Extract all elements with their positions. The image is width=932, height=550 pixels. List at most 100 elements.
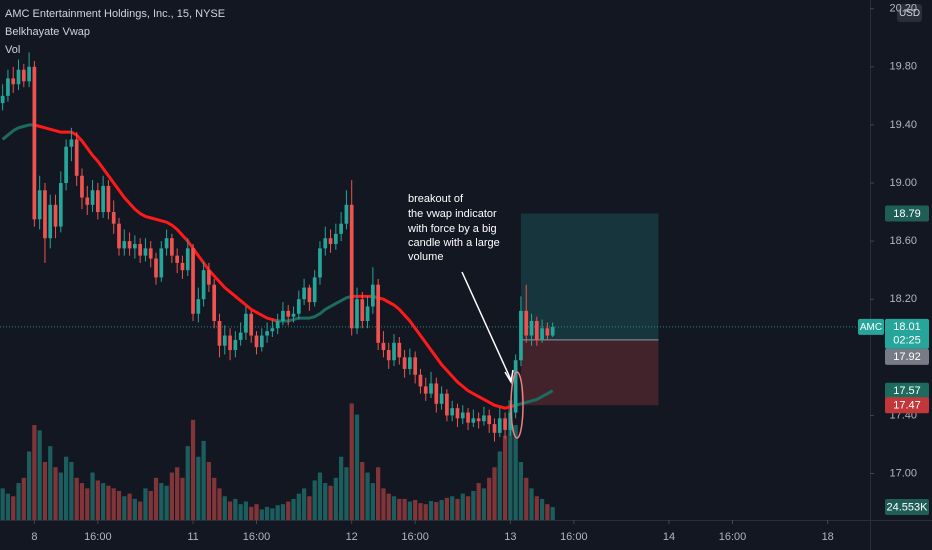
candle-body <box>143 248 148 256</box>
last-price-label: 18.01 <box>893 321 921 333</box>
volume-bar <box>545 504 550 520</box>
vwap-line <box>377 296 517 410</box>
y-tick-label: 17.00 <box>889 467 917 479</box>
volume-bar <box>508 400 513 520</box>
x-tick-label: 11 <box>187 531 198 543</box>
symbol-label: AMC <box>860 322 882 333</box>
candle-body <box>238 332 243 340</box>
volume-bar <box>58 472 63 520</box>
candle-body <box>117 223 121 249</box>
candle-body <box>6 78 10 96</box>
y-tick-label: 19.40 <box>889 119 917 131</box>
volume-bar <box>180 477 185 520</box>
candle-body <box>302 287 306 300</box>
x-tick-label: 16:00 <box>719 531 747 543</box>
volume-bar <box>222 496 227 520</box>
candle-body <box>434 383 439 404</box>
volume-bar <box>264 506 270 520</box>
candle-body <box>365 306 370 322</box>
volume-bar <box>550 507 555 520</box>
volume-bar <box>386 493 391 520</box>
volume-bar <box>0 488 5 520</box>
x-tick-label: 16:00 <box>243 531 271 543</box>
volume-bar <box>291 498 296 520</box>
candle-body <box>423 386 428 394</box>
annotation-line: breakout of <box>408 193 464 205</box>
volume-bar <box>423 504 428 520</box>
volume-bar <box>48 446 53 520</box>
candle-body <box>101 185 105 213</box>
volume-bar <box>529 488 534 520</box>
candle-body <box>429 383 433 394</box>
candle-body <box>196 299 201 314</box>
candle-body <box>355 299 359 329</box>
volume-bar <box>185 446 190 520</box>
volume-bar <box>212 477 217 520</box>
candle-body <box>487 415 492 425</box>
candle-body <box>307 287 312 303</box>
volume-bar <box>413 499 418 520</box>
volume-bar <box>312 480 317 520</box>
entry-badge <box>885 348 929 365</box>
volume-bar <box>159 483 164 520</box>
vwap-line <box>33 123 279 323</box>
currency: USD <box>899 8 920 19</box>
candle-body <box>545 328 550 336</box>
x-tick-label: 12 <box>346 531 358 543</box>
candle-body <box>281 310 285 322</box>
candle-body <box>529 321 534 336</box>
y-tick-label: 18.20 <box>889 293 917 305</box>
candle-body <box>540 328 544 340</box>
volume-bar <box>328 485 333 520</box>
volume-bar <box>476 483 481 520</box>
candle-body <box>180 262 185 271</box>
candle-body <box>138 244 143 256</box>
annotation-line: candle with a large <box>408 237 500 249</box>
candle-body <box>265 331 269 336</box>
candle-body <box>159 248 164 278</box>
volume-bar <box>418 503 423 520</box>
candle-body <box>170 238 174 256</box>
volume-bar <box>428 501 434 520</box>
candle-body <box>133 244 137 249</box>
volume-bar <box>53 467 58 520</box>
candle-body <box>106 185 111 213</box>
volume-bar <box>175 467 180 520</box>
candle-body <box>371 284 375 307</box>
candle-body <box>148 248 153 259</box>
vwap-badge-label: 17.57 <box>893 385 921 397</box>
volume-bar <box>101 483 106 520</box>
candle-body <box>164 238 169 249</box>
volume-bar <box>42 462 48 520</box>
candle-body <box>69 139 74 147</box>
volume-bar <box>69 462 74 520</box>
candle-body <box>212 284 217 322</box>
volume-bar <box>444 497 450 520</box>
candle-body <box>201 270 206 300</box>
volume-bar <box>32 425 37 520</box>
candle-body <box>333 233 338 245</box>
candle-body <box>207 270 211 285</box>
volume-bar <box>196 456 201 520</box>
candle-body <box>376 284 380 343</box>
target-badge-label: 18.79 <box>893 208 921 220</box>
candle-body <box>11 78 16 85</box>
volume-bar <box>5 493 11 520</box>
symbol-badge <box>858 318 884 335</box>
volume-bar <box>227 501 233 520</box>
volume-bar <box>74 477 79 520</box>
x-tick-label: 16:00 <box>401 531 429 543</box>
volume-bar <box>487 477 492 520</box>
candle-body <box>492 424 497 433</box>
candle-body <box>80 175 84 198</box>
volume-bar <box>138 501 143 520</box>
volume-bar <box>16 483 21 520</box>
volume-bar <box>524 477 529 520</box>
candle-body <box>445 393 449 416</box>
candle-body <box>386 350 391 361</box>
volume-bar <box>471 491 476 520</box>
volume-bar <box>296 493 301 520</box>
volume-bar <box>116 491 122 520</box>
candle-body <box>244 313 248 333</box>
